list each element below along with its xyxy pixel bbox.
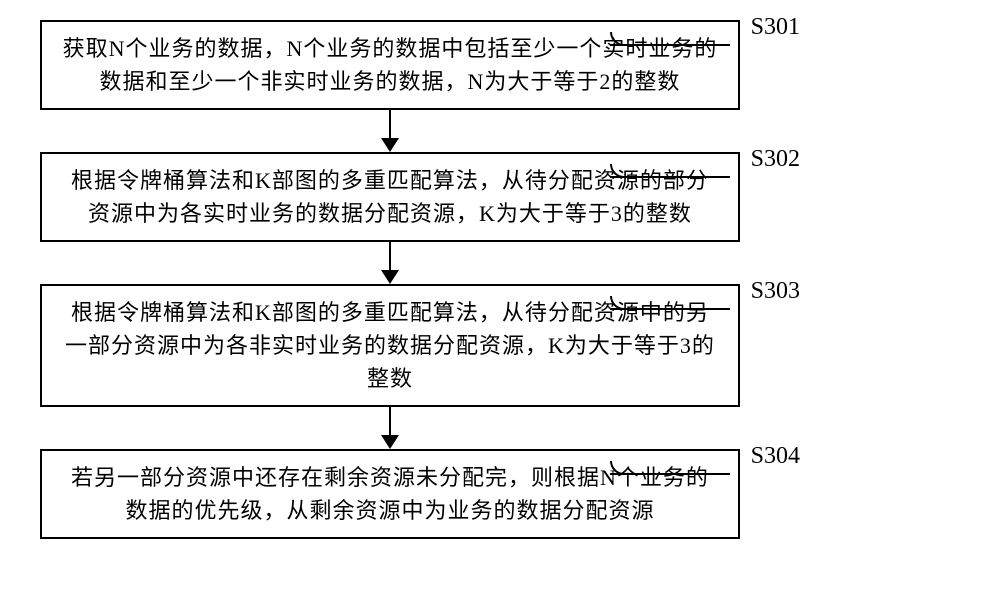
- arrow-line: [389, 242, 391, 272]
- step-s304: 若另一部分资源中还存在剩余资源未分配完，则根据N个业务的数据的优先级，从剩余资源…: [40, 449, 740, 539]
- box-s303: 根据令牌桶算法和K部图的多重匹配算法，从待分配资源中的另一部分资源中为各非实时业…: [40, 284, 740, 407]
- box-s301: 获取N个业务的数据，N个业务的数据中包括至少一个实时业务的数据和至少一个非实时业…: [40, 20, 740, 110]
- arrow-head-icon: [381, 270, 399, 284]
- flowchart-container: 获取N个业务的数据，N个业务的数据中包括至少一个实时业务的数据和至少一个非实时业…: [40, 20, 960, 580]
- arrow-line: [389, 110, 391, 140]
- label-s304: S304: [751, 443, 800, 470]
- label-s301: S301: [751, 14, 800, 41]
- label-s302: S302: [751, 146, 800, 173]
- connector-line: [610, 473, 730, 475]
- step-s303: 根据令牌桶算法和K部图的多重匹配算法，从待分配资源中的另一部分资源中为各非实时业…: [40, 284, 740, 407]
- arrow-1: [40, 110, 740, 152]
- step-s302: 根据令牌桶算法和K部图的多重匹配算法，从待分配资源的部分资源中为各实时业务的数据…: [40, 152, 740, 242]
- arrow-head-icon: [381, 435, 399, 449]
- label-connector-s301: S301: [610, 32, 740, 57]
- label-connector-s302: S302: [610, 164, 740, 189]
- connector-line: [610, 44, 730, 46]
- arrow-2: [40, 242, 740, 284]
- arrow-line: [389, 407, 391, 437]
- connector-line: [610, 308, 730, 310]
- connector-line: [610, 176, 730, 178]
- step-s301: 获取N个业务的数据，N个业务的数据中包括至少一个实时业务的数据和至少一个非实时业…: [40, 20, 740, 110]
- arrow-head-icon: [381, 138, 399, 152]
- box-s304: 若另一部分资源中还存在剩余资源未分配完，则根据N个业务的数据的优先级，从剩余资源…: [40, 449, 740, 539]
- box-s302: 根据令牌桶算法和K部图的多重匹配算法，从待分配资源的部分资源中为各实时业务的数据…: [40, 152, 740, 242]
- arrow-3: [40, 407, 740, 449]
- label-connector-s304: S304: [610, 461, 740, 486]
- label-connector-s303: S303: [610, 296, 740, 321]
- label-s303: S303: [751, 278, 800, 305]
